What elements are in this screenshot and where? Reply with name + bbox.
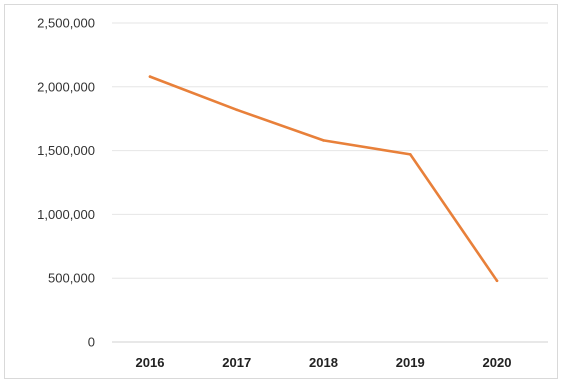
y-tick-label: 500,000 (48, 271, 95, 286)
y-tick-label: 1,000,000 (37, 207, 95, 222)
y-tick-label: 2,500,000 (37, 16, 95, 31)
y-tick-label: 1,500,000 (37, 143, 95, 158)
series-layer (148, 75, 499, 283)
x-tick-label: 2017 (222, 355, 251, 370)
gridlines (112, 22, 548, 343)
x-tick-label: 2019 (396, 355, 425, 370)
data-point (495, 279, 499, 283)
series-line (148, 75, 499, 283)
y-tick-label: 0 (88, 335, 95, 350)
x-tick-label: 2020 (483, 355, 512, 370)
data-point (148, 75, 152, 78)
x-tick-label: 2018 (309, 355, 338, 370)
data-point (235, 108, 239, 112)
x-axis: 2016 2017 2018 2019 2020 (136, 355, 512, 370)
x-tick-label: 2016 (136, 355, 165, 370)
y-tick-label: 2,000,000 (37, 79, 95, 94)
data-point (408, 153, 412, 156)
chart-frame (4, 4, 558, 379)
data-point (322, 139, 325, 142)
y-axis: 0 500,000 1,000,000 1,500,000 2,000,000 2,500… (37, 16, 95, 350)
